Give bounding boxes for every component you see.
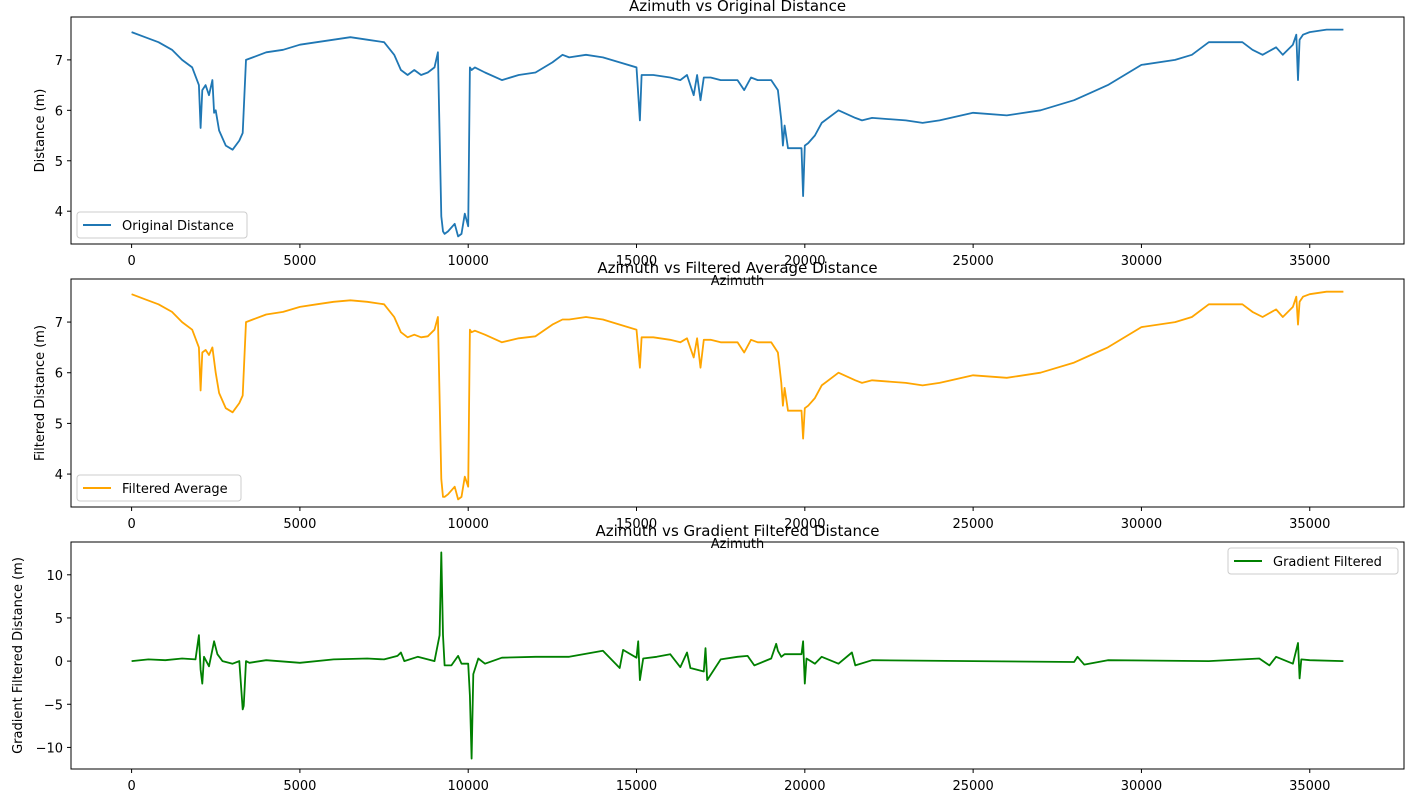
x-tick-label: 15000 (616, 779, 657, 794)
chart-panel-1: Azimuth vs Original Distance 0 5000 10000 15… (33, 0, 1405, 289)
y-tick-label: 7 (55, 54, 63, 69)
x-tick-label: 5000 (283, 254, 316, 269)
y-tick-label: 10 (46, 569, 63, 584)
x-tick-label: 35000 (1289, 517, 1330, 532)
x-tick-label: 5000 (283, 779, 316, 794)
x-tick-label: 30000 (1121, 517, 1162, 532)
legend-label: Gradient Filtered (1273, 555, 1382, 570)
legend: Original Distance (76, 211, 248, 239)
x-tick-label: 35000 (1289, 779, 1330, 794)
x-tick-label: 5000 (283, 517, 316, 532)
legend-box (76, 474, 242, 502)
x-axis-label: Azimuth (711, 274, 765, 289)
x-tick-label: 20000 (784, 779, 825, 794)
x-tick-label: 25000 (952, 517, 993, 532)
legend: Gradient Filtered (1227, 547, 1399, 575)
y-axis-label: Gradient Filtered Distance (m) (11, 557, 26, 754)
series-line-original-distance (131, 28, 1344, 238)
y-tick-label: 5 (55, 155, 63, 170)
series-line-gradient-filtered (131, 551, 1344, 760)
y-tick-label: 5 (55, 612, 63, 627)
x-tick-label: 25000 (952, 254, 993, 269)
x-tick-label: 0 (127, 517, 135, 532)
legend-box (76, 211, 248, 239)
x-tick-label: 35000 (1289, 254, 1330, 269)
x-tick-label: 30000 (1121, 779, 1162, 794)
x-tick-label: 0 (127, 254, 135, 269)
y-tick-label: 0 (55, 655, 63, 670)
x-tick-label: 20000 (784, 254, 825, 269)
x-tick-label: 15000 (616, 254, 657, 269)
y-axis-label: Filtered Distance (m) (33, 325, 48, 461)
legend-label: Filtered Average (122, 482, 228, 497)
x-tick-label: 30000 (1121, 254, 1162, 269)
legend-label: Original Distance (122, 219, 234, 234)
x-tick-label: 10000 (448, 517, 489, 532)
chart-title: Azimuth vs Filtered Average Distance (597, 259, 877, 277)
plot-area (70, 278, 1405, 508)
y-tick-label: 6 (55, 104, 63, 119)
y-tick-label: 7 (55, 316, 63, 331)
x-tick-label: 10000 (448, 779, 489, 794)
x-tick-label: 0 (127, 779, 135, 794)
y-tick-label: 4 (55, 205, 63, 220)
plot-area (70, 541, 1405, 770)
x-axis-label: Azimuth (711, 537, 765, 552)
x-tick-label: 20000 (784, 517, 825, 532)
y-tick-label: 4 (55, 468, 63, 483)
x-tick-label: 10000 (448, 254, 489, 269)
y-tick-label: 5 (55, 417, 63, 432)
chart-title: Azimuth vs Gradient Filtered Distance (595, 522, 879, 540)
y-tick-label: −10 (36, 741, 63, 756)
x-tick-label: 15000 (616, 517, 657, 532)
chart-title: Azimuth vs Original Distance (629, 0, 846, 15)
chart-panel-2: Azimuth vs Filtered Average Distance 0 500… (33, 259, 1405, 552)
y-axis-label: Distance (m) (33, 89, 48, 173)
plot-area (70, 16, 1405, 245)
y-tick-label: −5 (44, 698, 63, 713)
x-tick-label: 25000 (952, 779, 993, 794)
legend: Filtered Average (76, 474, 242, 502)
series-line-filtered-average (131, 290, 1344, 501)
y-tick-label: 6 (55, 367, 63, 382)
legend-box (1227, 547, 1399, 575)
